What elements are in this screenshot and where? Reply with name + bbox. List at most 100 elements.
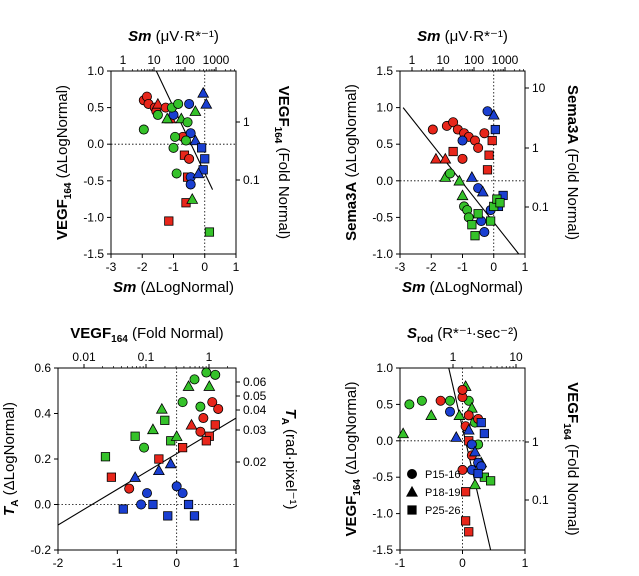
- data-point-p18-19: [465, 171, 478, 182]
- y-tick-label: -1.5: [83, 247, 104, 261]
- data-point-p15-16: [435, 395, 446, 406]
- data-point-p18-19: [189, 134, 202, 146]
- y-tick-label: 0.0: [376, 174, 393, 188]
- y-axis-label: VEGF164 (ΔLogNormal): [343, 381, 363, 536]
- right-axis-label: VEGF164 (Fold Normal): [272, 86, 292, 239]
- data-point-p25-26: [130, 431, 140, 441]
- data-point-p18-19: [141, 488, 152, 499]
- top-tick-label: 10: [509, 350, 523, 364]
- right-tick-label: 0.05: [243, 389, 267, 403]
- x-axis-label: Sm (ΔLogNormal): [113, 279, 234, 296]
- x-tick-label: 0: [173, 556, 180, 570]
- data-point-p15-16: [184, 153, 195, 164]
- data-point-p25-26: [173, 98, 184, 109]
- data-points: [138, 86, 215, 237]
- data-point-p18-19: [490, 124, 500, 135]
- data-point-p25-26: [139, 442, 150, 453]
- data-point-p15-16: [439, 152, 452, 164]
- data-point-p18-19: [457, 135, 468, 146]
- data-point-p15-16: [457, 384, 468, 395]
- x-axis-label: Sm (ΔLogNormal): [402, 279, 523, 296]
- data-point-p15-16: [463, 410, 474, 421]
- right-tick-label: 0.1: [243, 173, 260, 187]
- y-tick-label: 0.5: [87, 101, 104, 115]
- data-point-p18-19: [185, 128, 196, 139]
- data-point-p15-16: [185, 418, 198, 430]
- data-point-p18-19: [152, 464, 165, 476]
- y-axis-label: Sema3A (ΔLogNormal): [343, 84, 360, 241]
- data-point-p15-16: [106, 472, 116, 482]
- data-point-p18-19: [197, 143, 207, 153]
- data-point-p25-26: [204, 227, 215, 237]
- data-point-p15-16: [427, 124, 438, 135]
- data-points: [397, 380, 496, 537]
- y-tick-label: 0.5: [376, 137, 393, 151]
- data-point-p18-19: [200, 97, 213, 109]
- data-point-p18-19: [444, 406, 455, 417]
- plot-frame: [110, 70, 237, 255]
- top-axis-label: Sm (μV·R*⁻¹): [128, 28, 219, 45]
- data-point-p25-26: [186, 192, 199, 204]
- data-point-p15-16: [457, 153, 468, 164]
- data-point-p18-19: [129, 471, 142, 482]
- data-point-p25-26: [453, 409, 466, 420]
- x-tick-label: 1: [522, 260, 529, 274]
- legend-label: P25-26: [425, 505, 460, 517]
- y-tick-label: 1.0: [87, 64, 104, 78]
- top-tick-label: 1: [409, 53, 416, 67]
- x-tick-label: -3: [106, 260, 117, 274]
- data-point-p25-26: [473, 209, 483, 219]
- x-tick-label: -1: [168, 260, 179, 274]
- x-tick-label: -1: [395, 556, 406, 570]
- legend-marker-triangle: [406, 485, 418, 497]
- top-tick-label: 10: [147, 53, 161, 67]
- panel-top-left: -3 -2 -1 0 1 -1.5 -1.0 -0.5 0.0 0.5 1.0 1 10 100 1000 1…: [54, 28, 292, 296]
- data-point-p18-19: [177, 488, 188, 499]
- data-point-p15-16: [210, 420, 220, 430]
- top-tick-label: 1000: [203, 53, 230, 67]
- y-tick-label: -1.0: [83, 210, 104, 224]
- data-point-p25-26: [180, 135, 191, 146]
- data-point-p18-19: [185, 179, 196, 190]
- data-point-p25-26: [189, 374, 200, 385]
- y-tick-label: 1.0: [376, 361, 393, 375]
- data-point-p25-26: [486, 216, 496, 226]
- data-point-p18-19: [479, 428, 489, 439]
- right-axis-label: TA (rad·pixel⁻¹): [279, 408, 299, 509]
- y-tick-label: 0.0: [34, 498, 51, 512]
- data-point-p18-19: [476, 185, 489, 197]
- data-point-p25-26: [168, 142, 179, 153]
- y-axis-label: TA (ΔLogNormal): [1, 402, 21, 516]
- x-tick-label: 0: [490, 260, 497, 274]
- top-tick-label: 0.1: [138, 350, 155, 364]
- data-point-p18-19: [171, 481, 182, 492]
- right-tick-label: 1: [243, 115, 250, 129]
- data-point-p25-26: [404, 399, 415, 410]
- right-tick-label: 0.03: [243, 423, 267, 437]
- data-point-p25-26: [444, 395, 455, 406]
- data-point-p18-19: [184, 98, 195, 109]
- y-tick-label: -1.0: [372, 507, 393, 521]
- right-tick-label: 0.1: [532, 493, 549, 507]
- y-tick-label: 0.0: [87, 137, 104, 151]
- right-axis-label: VEGF164 (Fold Normal): [561, 382, 581, 535]
- data-point-p18-19: [473, 468, 483, 479]
- right-tick-label: 10: [532, 81, 546, 95]
- x-tick-label: 1: [522, 556, 529, 570]
- top-tick-label: 1: [206, 350, 213, 364]
- right-axis-label: Sema3A (Fold Normal): [564, 85, 581, 240]
- x-tick-label: 1: [233, 260, 240, 274]
- top-tick-label: 1: [450, 350, 457, 364]
- data-point-p18-19: [192, 167, 205, 179]
- top-axis-label: Srod (R*⁻¹·sec⁻²): [407, 325, 518, 345]
- data-point-p25-26: [203, 380, 216, 391]
- data-point-p25-26: [146, 423, 159, 435]
- right-tick-label: 0.1: [532, 200, 549, 214]
- data-point-p25-26: [170, 131, 181, 142]
- data-point-p18-19: [148, 499, 158, 510]
- legend-marker-square: [407, 505, 417, 515]
- data-point-p15-16: [464, 527, 474, 537]
- data-point-p15-16: [177, 443, 188, 453]
- data-point-p18-19: [487, 108, 500, 120]
